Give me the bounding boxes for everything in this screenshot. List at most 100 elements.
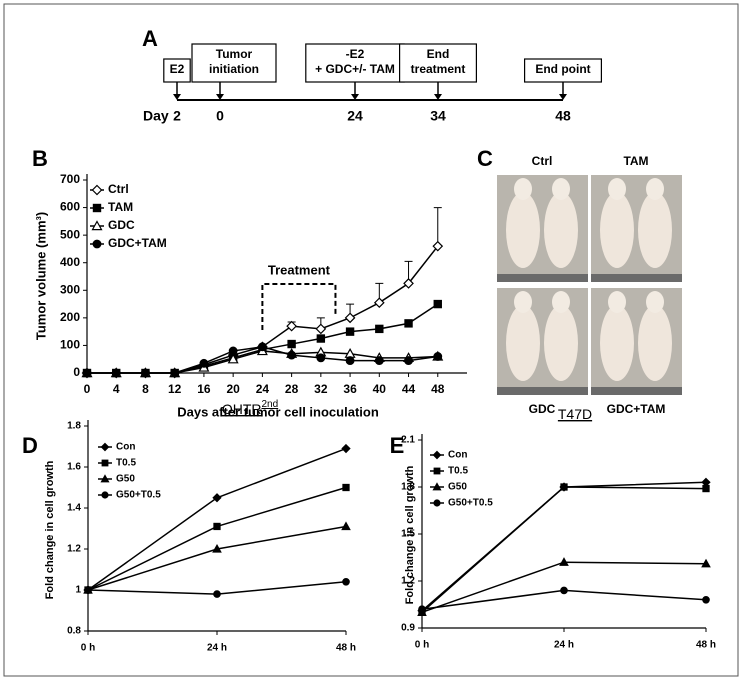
marker: [433, 299, 442, 309]
y-tick-label: 1.2: [401, 576, 415, 587]
event-day: 24: [347, 108, 363, 124]
chart-title-text: T47D: [558, 406, 592, 422]
legend-marker: [91, 184, 103, 196]
marker: [432, 240, 444, 252]
event-arrowhead: [351, 94, 359, 100]
marker: [199, 358, 209, 368]
chart-title: OHTR2nd: [222, 399, 278, 417]
x-tick-label: 24 h: [207, 643, 227, 654]
event-label: + GDC+/- TAM: [315, 62, 395, 76]
marker: [111, 368, 121, 378]
legend-marker: [432, 450, 442, 460]
legend-label: Ctrl: [108, 182, 129, 196]
mouse-head: [552, 178, 570, 200]
marker: [702, 484, 710, 493]
error-bar: [433, 207, 442, 247]
legend-marker: [100, 442, 110, 452]
legend-label: Con: [116, 442, 135, 453]
event-label: treatment: [411, 62, 466, 76]
mouse-head: [646, 291, 664, 313]
marker: [403, 278, 414, 289]
legend-marker: [433, 467, 441, 475]
y-axis-label: Fold change in cell growth: [44, 460, 56, 599]
x-tick-label: 24: [256, 382, 270, 396]
mouse-body: [544, 192, 578, 268]
event-arrowhead: [173, 94, 181, 100]
x-tick-label: 44: [402, 382, 416, 396]
marker: [170, 368, 180, 378]
legend-marker: [100, 474, 110, 483]
mouse-head: [514, 178, 532, 200]
marker: [375, 324, 384, 334]
panel-label: C: [477, 146, 493, 171]
mouse-body: [506, 305, 540, 381]
event-arrowhead: [559, 94, 567, 100]
timeline-axis-label: Day: [143, 108, 169, 124]
y-tick-label: 700: [60, 172, 80, 186]
marker: [341, 443, 351, 454]
event-day: 48: [555, 108, 571, 124]
marker: [213, 522, 221, 531]
event-label: End point: [535, 62, 590, 76]
marker: [287, 339, 296, 349]
photo-label: GDC: [529, 402, 556, 416]
marker: [560, 586, 568, 595]
marker: [82, 368, 92, 378]
legend-label: Con: [448, 450, 467, 461]
legend-label: G50+T0.5: [448, 498, 493, 509]
event-label: -E2: [346, 47, 365, 61]
y-tick-label: 200: [60, 310, 80, 324]
y-tick-label: 100: [60, 338, 80, 352]
photo-scale: [591, 387, 682, 395]
y-tick-label: 1.8: [67, 421, 81, 432]
legend-label: G50: [448, 482, 467, 493]
x-tick-label: 16: [197, 382, 211, 396]
marker: [141, 368, 150, 378]
y-tick-label: 500: [60, 227, 80, 241]
mouse-head: [514, 291, 532, 313]
marker: [373, 297, 385, 309]
photo-scale: [591, 274, 682, 282]
legend-label: G50+T0.5: [116, 490, 161, 501]
mouse-body: [600, 192, 634, 268]
mouse-body: [600, 305, 634, 381]
y-axis-label: Fold change in cell growth: [404, 465, 416, 604]
marker: [316, 353, 326, 363]
marker: [433, 352, 443, 361]
x-tick-label: 48: [431, 382, 445, 396]
marker: [341, 521, 351, 531]
x-axis-label: Days after tumor cell inoculation: [177, 404, 379, 419]
marker: [404, 356, 413, 366]
mouse-body: [638, 305, 672, 381]
marker: [286, 320, 297, 332]
marker: [342, 483, 350, 492]
y-tick-label: 1.5: [401, 529, 415, 540]
mouse-head: [552, 291, 570, 313]
x-tick-label: 24 h: [554, 640, 574, 651]
y-tick-label: 300: [60, 282, 80, 296]
legend-label: TAM: [108, 200, 133, 214]
treatment-bracket: [261, 283, 337, 330]
x-tick-label: 4: [113, 382, 120, 396]
x-tick-label: 0 h: [81, 643, 95, 654]
legend-label: G50: [116, 474, 135, 485]
marker: [344, 312, 356, 324]
panel-label: B: [32, 146, 48, 171]
x-tick-label: 12: [168, 382, 182, 396]
legend-marker: [101, 459, 109, 467]
marker: [84, 586, 92, 594]
x-tick-label: 20: [226, 382, 240, 396]
annotation: Treatment: [268, 262, 331, 277]
marker: [701, 558, 711, 568]
legend-marker: [101, 491, 109, 499]
x-tick-label: 8: [142, 382, 149, 396]
x-tick-label: 0 h: [415, 640, 429, 651]
y-tick-label: 1.6: [67, 462, 81, 473]
mouse-body: [638, 192, 672, 268]
y-axis-label: Tumor volume (mm³): [33, 212, 48, 340]
photo-scale: [497, 274, 588, 282]
chart-title-superscript: 2nd: [261, 399, 278, 410]
marker: [345, 327, 355, 336]
y-tick-label: 1.8: [401, 482, 415, 493]
marker: [228, 346, 238, 356]
